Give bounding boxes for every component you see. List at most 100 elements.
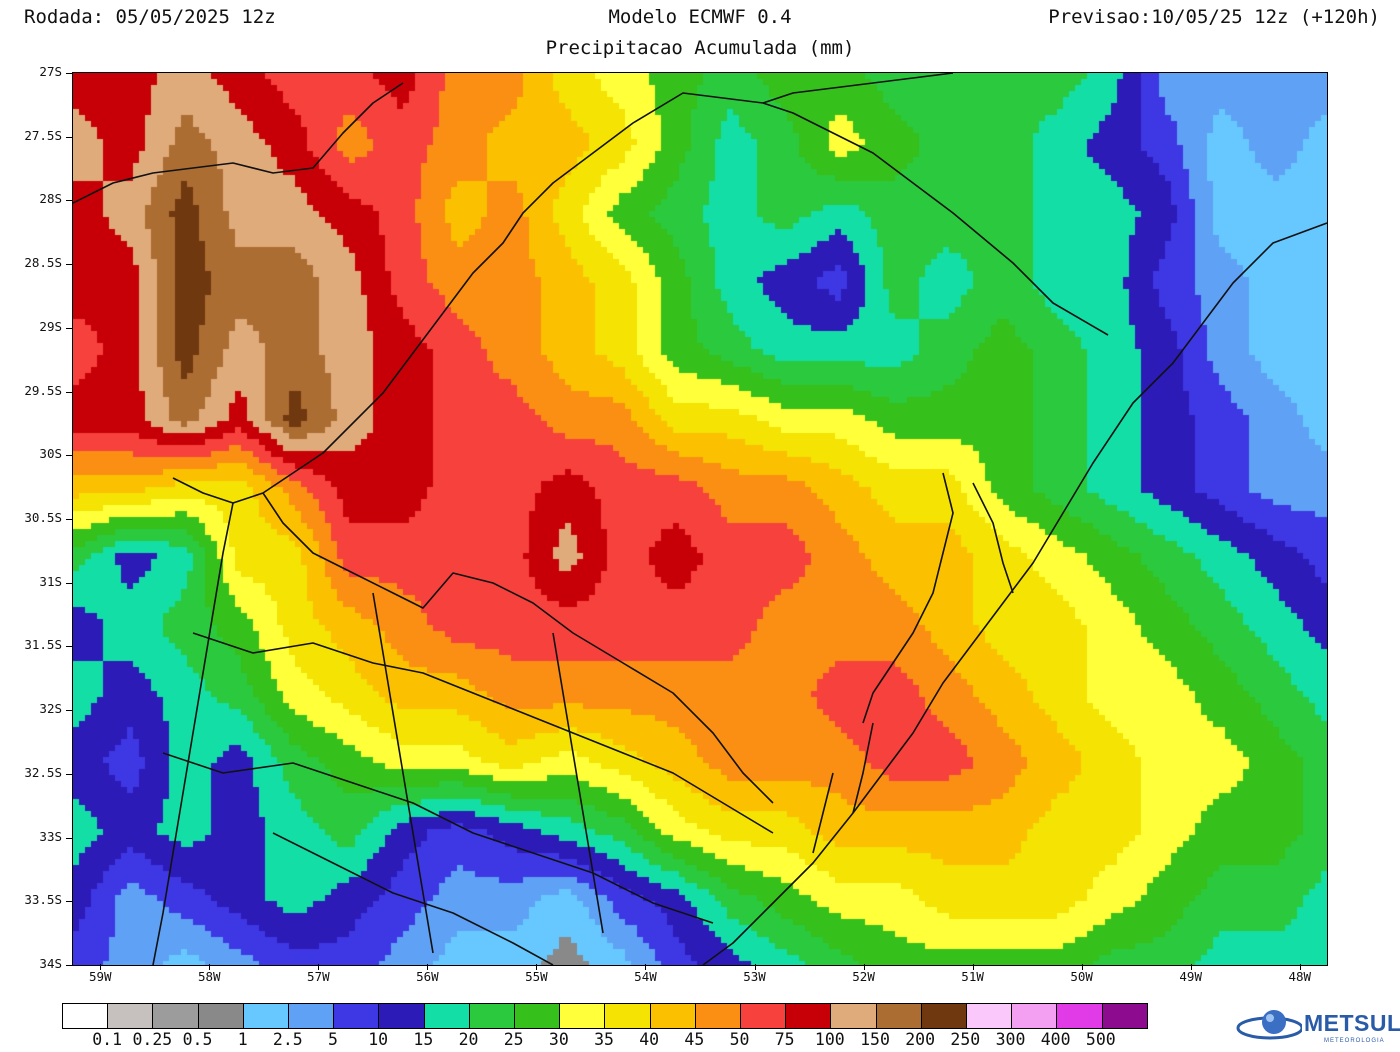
colorbar-tick-label: 150 <box>860 1030 890 1049</box>
latitude-tick-mark <box>66 136 73 138</box>
colorbar-swatch <box>1012 1004 1058 1028</box>
border-rs-sc <box>442 92 1109 336</box>
colorbar-swatch <box>786 1004 832 1028</box>
latitude-tick-label: 31S <box>39 573 62 589</box>
colorbar-swatch <box>650 1004 696 1028</box>
colorbar-tick-label: 500 <box>1085 1030 1116 1049</box>
latitude-tick-label: 32.5S <box>24 764 62 780</box>
colorbar-swatch <box>198 1004 244 1028</box>
latitude-tick-label: 32S <box>39 701 62 717</box>
colorbar-swatch <box>1057 1004 1103 1028</box>
colorbar-swatch <box>515 1004 561 1028</box>
colorbar-tick-label: 30 <box>548 1030 569 1049</box>
colorbar-tick-label: 45 <box>684 1030 705 1049</box>
latitude-tick-label: 30S <box>39 446 62 462</box>
longitude-tick-mark <box>318 964 320 970</box>
latitude-tick-mark <box>66 901 73 903</box>
border-rs-uruguay <box>262 492 774 804</box>
colorbar-swatch <box>243 1004 290 1028</box>
longitude-tick-label: 59W <box>88 969 112 984</box>
longitude-tick-mark <box>1081 964 1083 970</box>
latitude-tick-label: 29S <box>39 318 62 334</box>
latitude-tick-label: 30.5S <box>24 510 62 525</box>
latitude-tick-mark <box>66 582 73 584</box>
longitude-tick-mark <box>427 964 429 970</box>
border-argentina-paraguay <box>73 82 404 204</box>
longitude-tick-mark <box>645 964 647 970</box>
precipitation-map[interactable] <box>73 73 1327 965</box>
latitude-tick-label: 27S <box>39 64 62 79</box>
colorbar-swatch <box>831 1004 877 1028</box>
uruguay-internal-5 <box>272 832 554 965</box>
lagoa-dos-patos <box>862 472 1014 724</box>
colorbar-tick-label: 35 <box>594 1030 614 1049</box>
precipitation-colorbar <box>62 1003 1148 1029</box>
border-sc-pr <box>762 73 954 104</box>
colorbar-tick-label: 0.1 <box>92 1030 123 1049</box>
colorbar-tick-label: 300 <box>995 1030 1026 1049</box>
globe-icon <box>1236 1010 1302 1040</box>
longitude-tick-label: 54W <box>634 969 657 984</box>
colorbar-swatch <box>605 1004 651 1028</box>
colorbar-tick-label: 250 <box>950 1030 981 1049</box>
longitude-tick-mark <box>1190 964 1192 970</box>
colorbar-swatch <box>876 1004 922 1028</box>
latitude-tick-label: 34S <box>39 956 62 971</box>
latitude-tick-mark <box>66 965 73 966</box>
colorbar-tick-label: 50 <box>729 1030 750 1049</box>
colorbar-swatch <box>108 1004 154 1028</box>
longitude-tick-label: 48W <box>1288 969 1312 984</box>
longitude-tick-mark <box>1299 964 1301 970</box>
brand-name: METSUL <box>1304 1010 1400 1036</box>
longitude-tick-label: 52W <box>852 969 875 984</box>
latitude-tick-mark <box>66 646 73 648</box>
uruguay-internal-1 <box>192 632 774 834</box>
colorbar-tick-label: 400 <box>1040 1030 1071 1049</box>
longitude-tick-mark <box>972 964 974 970</box>
longitude-tick-mark <box>536 964 538 970</box>
latitude-tick-mark <box>66 73 73 74</box>
colorbar-tick-label: 25 <box>503 1030 524 1049</box>
longitude-tick-mark <box>754 964 756 970</box>
latitude-tick-mark <box>66 391 73 393</box>
latitude-tick-label: 28.5S <box>24 255 62 271</box>
latitude-tick-mark <box>66 773 73 775</box>
colorbar-tick-label: 0.5 <box>182 1030 213 1049</box>
colorbar-tick-label: 100 <box>814 1030 845 1049</box>
colorbar-swatch <box>921 1004 968 1028</box>
colorbar-tick-label: 20 <box>458 1030 479 1049</box>
latitude-tick-label: 33.5S <box>24 892 62 908</box>
border-uruguay-argentina <box>152 502 234 965</box>
colorbar-swatch <box>379 1004 425 1028</box>
coastline <box>702 222 1327 965</box>
longitude-tick-label: 51W <box>961 969 984 984</box>
colorbar-swatch <box>560 1004 606 1028</box>
forecast-time-label: Previsao:10/05/25 12z (+120h) <box>1048 6 1380 28</box>
latitude-tick-mark <box>66 710 73 712</box>
colorbar-tick-label: 15 <box>413 1030 434 1049</box>
latitude-tick-mark <box>66 837 73 839</box>
colorbar-tick-label: 5 <box>328 1030 338 1049</box>
colorbar-tick-label: 40 <box>639 1030 660 1049</box>
colorbar-tick-label: 2.5 <box>272 1030 303 1049</box>
colorbar-tick-label: 1 <box>237 1030 248 1049</box>
latitude-tick-label: 28S <box>39 191 62 207</box>
precipitation-field <box>73 73 1327 965</box>
brand-subtitle: METEOROLOGIA <box>1324 1038 1385 1044</box>
uruguay-internal-3 <box>372 592 434 954</box>
colorbar-swatch <box>695 1004 742 1028</box>
metsul-logo: METSUL METEOROLOGIA <box>1232 1008 1400 1048</box>
longitude-tick-label: 50W <box>1070 969 1093 984</box>
map-subtitle: Precipitacao Acumulada (mm) <box>545 37 855 59</box>
longitude-tick-mark <box>209 964 211 970</box>
colorbar-swatch <box>334 1004 380 1028</box>
latitude-tick-label: 29.5S <box>24 382 62 398</box>
run-date-label: Rodada: 05/05/2025 12z <box>24 6 276 28</box>
colorbar-swatch <box>289 1004 335 1028</box>
colorbar-swatch <box>153 1004 199 1028</box>
colorbar-tick-label: 75 <box>774 1030 795 1049</box>
longitude-tick-label: 58W <box>198 969 221 984</box>
longitude-tick-mark <box>100 964 102 970</box>
latitude-tick-mark <box>66 200 73 202</box>
latitude-tick-label: 33S <box>39 828 62 844</box>
